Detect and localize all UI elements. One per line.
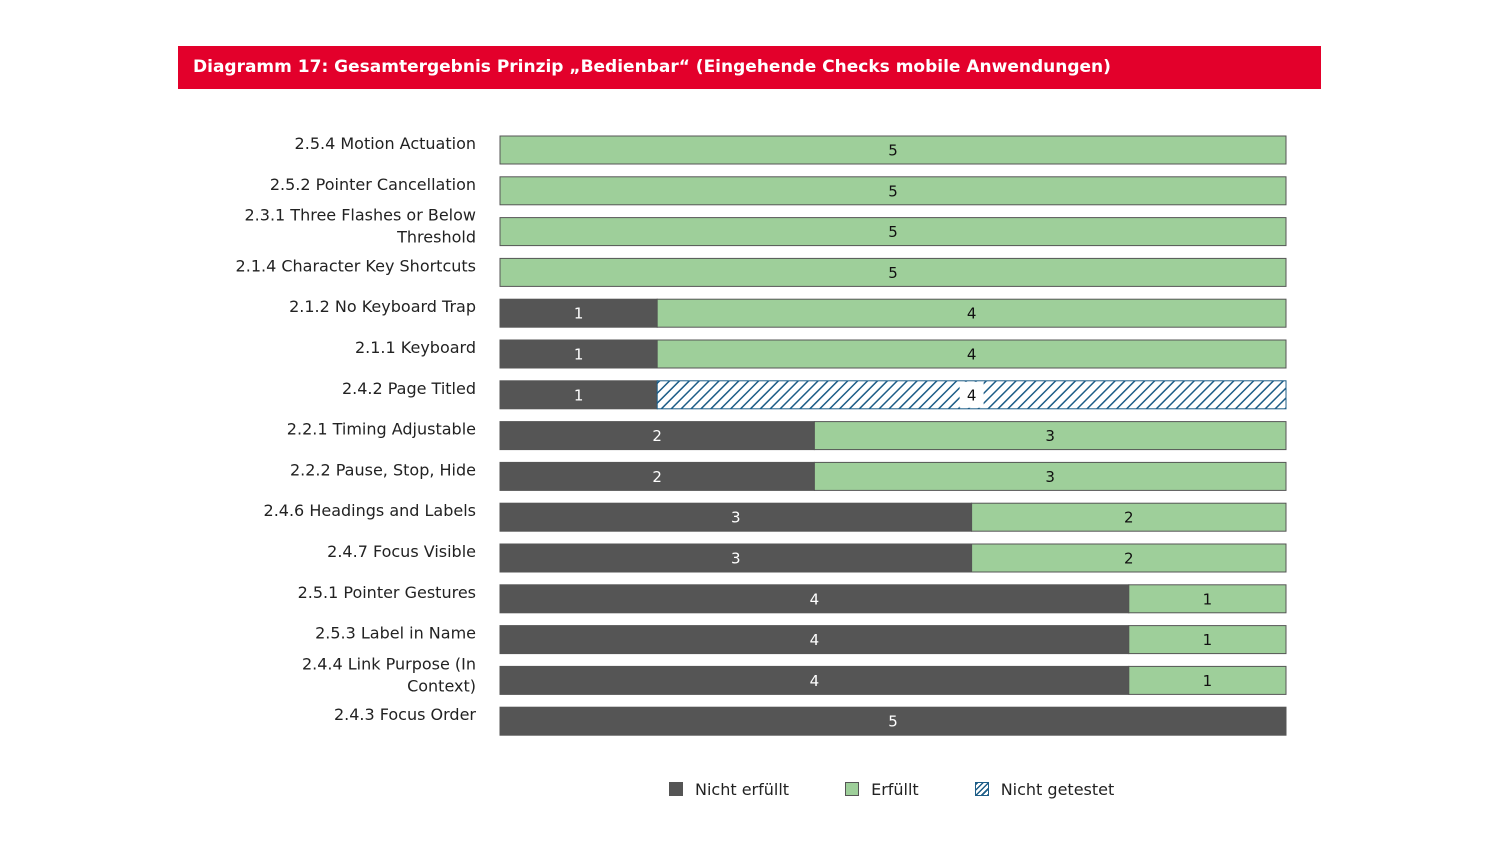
legend-swatch-not-tested [974, 782, 989, 796]
bar-segment-not-fulfilled-2-4-3-focus-order [499, 706, 1287, 736]
category-label-2-4-6-headings-and-labels: 2.4.6 Headings and Labels [264, 501, 476, 520]
chart-title: Diagramm 17: Gesamtergebnis Prinzip „Bed… [178, 46, 1321, 89]
category-label-2-4-7-focus-visible: 2.4.7 Focus Visible [327, 542, 476, 561]
bar-segment-not-fulfilled-2-2-2-pause-stop-hide [499, 461, 815, 491]
value-label-not-fulfilled-2-5-3-label-in-name: 4 [810, 631, 820, 649]
value-label-fulfilled-2-1-4-character-key-shortcuts: 5 [888, 264, 898, 282]
value-label-fulfilled-2-5-2-pointer-cancellation: 5 [888, 182, 898, 200]
bar-segment-fulfilled-2-5-2-pointer-cancellation [499, 176, 1287, 206]
legend-item-not-tested: Nicht getestet [974, 779, 1115, 799]
legend-swatch-not-fulfilled [669, 782, 683, 796]
legend-swatch-fulfilled [845, 782, 860, 796]
bar-segment-not-fulfilled-2-2-1-timing-adjustable [499, 421, 815, 451]
value-label-fulfilled-2-5-1-pointer-gestures: 1 [1203, 590, 1213, 608]
category-label-2-5-3-label-in-name: 2.5.3 Label in Name [315, 624, 476, 643]
legend-label-not-tested: Nicht getestet [1000, 779, 1115, 799]
bar-segment-fulfilled-2-5-4-motion-actuation [499, 135, 1287, 165]
value-label-fulfilled-2-1-2-no-keyboard-trap: 4 [967, 305, 977, 323]
value-label-not-fulfilled-2-4-3-focus-order: 5 [888, 713, 898, 731]
category-label-2-2-1-timing-adjustable: 2.2.1 Timing Adjustable [287, 420, 476, 439]
value-label-fulfilled-2-2-1-timing-adjustable: 3 [1045, 427, 1055, 445]
bar-segment-not-fulfilled-2-4-4-link-purpose-in-context [499, 665, 1130, 695]
category-label-2-5-2-pointer-cancellation: 2.5.2 Pointer Cancellation [270, 175, 476, 194]
value-label-not-fulfilled-2-4-7-focus-visible: 3 [731, 550, 741, 568]
value-label-not-fulfilled-2-2-1-timing-adjustable: 2 [652, 427, 662, 445]
category-label-2-4-3-focus-order: 2.4.3 Focus Order [334, 705, 476, 724]
bar-segment-fulfilled-2-1-2-no-keyboard-trap [656, 298, 1287, 328]
category-label-2-5-1-pointer-gestures: 2.5.1 Pointer Gestures [298, 583, 476, 602]
bar-segment-not-fulfilled-2-5-1-pointer-gestures [499, 584, 1130, 614]
bar-segment-fulfilled-2-3-1-three-flashes-or-below-threshold [499, 217, 1287, 247]
value-label-not-fulfilled-2-5-1-pointer-gestures: 4 [810, 590, 820, 608]
bar-segment-not-fulfilled-2-5-3-label-in-name [499, 625, 1130, 655]
category-label-2-4-2-page-titled: 2.4.2 Page Titled [342, 379, 476, 398]
value-label-fulfilled-2-3-1-three-flashes-or-below-threshold: 5 [888, 223, 898, 241]
bar-segment-fulfilled-2-1-1-keyboard [656, 339, 1287, 369]
value-label-not-tested-2-4-2-page-titled: 4 [967, 386, 977, 404]
value-label-not-fulfilled-2-4-4-link-purpose-in-context: 4 [810, 672, 820, 690]
legend-label-not-fulfilled: Nicht erfüllt [695, 779, 790, 799]
legend: Nicht erfüllt Erfüllt Nicht getestet [669, 776, 1114, 802]
category-label-2-1-2-no-keyboard-trap: 2.1.2 No Keyboard Trap [289, 297, 476, 316]
value-label-fulfilled-2-4-4-link-purpose-in-context: 1 [1203, 672, 1213, 690]
bar-segment-not-fulfilled-2-4-6-headings-and-labels [499, 502, 973, 532]
value-label-not-fulfilled-2-4-6-headings-and-labels: 3 [731, 509, 741, 527]
legend-item-fulfilled: Erfüllt [845, 780, 919, 799]
category-label-2-1-4-character-key-shortcuts: 2.1.4 Character Key Shortcuts [236, 256, 476, 275]
bar-segment-fulfilled-2-4-4-link-purpose-in-context [1128, 665, 1287, 695]
bar-segment-fulfilled-2-4-7-focus-visible [971, 543, 1287, 573]
bar-segment-fulfilled-2-5-1-pointer-gestures [1128, 584, 1287, 614]
bars-layer: 2.5.4 Motion Actuation 5 2.5.2 Pointer Can… [236, 134, 1287, 736]
bar-segment-not-fulfilled-2-1-2-no-keyboard-trap [499, 298, 658, 328]
bar-segment-not-fulfilled-2-4-2-page-titled [499, 380, 658, 410]
value-label-not-fulfilled-2-4-2-page-titled: 1 [574, 386, 584, 404]
value-label-fulfilled-2-5-4-motion-actuation: 5 [888, 142, 898, 160]
value-label-fulfilled-2-4-6-headings-and-labels: 2 [1124, 509, 1134, 527]
category-label-2-1-1-keyboard: 2.1.1 Keyboard [355, 338, 476, 357]
value-label-fulfilled-2-2-2-pause-stop-hide: 3 [1045, 468, 1055, 486]
legend-label-fulfilled: Erfüllt [871, 779, 919, 799]
value-label-not-fulfilled-2-1-2-no-keyboard-trap: 1 [574, 305, 584, 323]
bar-segment-fulfilled-2-1-4-character-key-shortcuts [499, 257, 1287, 287]
bar-segment-fulfilled-2-4-6-headings-and-labels [971, 502, 1287, 532]
value-label-background [959, 381, 984, 408]
value-label-fulfilled-2-5-3-label-in-name: 1 [1203, 631, 1213, 649]
bar-segment-fulfilled-2-2-1-timing-adjustable [813, 421, 1287, 451]
bar-segment-fulfilled-2-2-2-pause-stop-hide [813, 461, 1287, 491]
category-label-2-5-4-motion-actuation: 2.5.4 Motion Actuation [295, 134, 476, 153]
legend-item-not-fulfilled: Nicht erfüllt [669, 780, 789, 799]
value-label-fulfilled-2-1-1-keyboard: 4 [967, 346, 977, 364]
category-label-2-4-4-link-purpose-in-context: 2.4.4 Link Purpose (In Context) [302, 654, 476, 695]
value-label-not-fulfilled-2-2-2-pause-stop-hide: 2 [652, 468, 662, 486]
value-label-fulfilled-2-4-7-focus-visible: 2 [1124, 550, 1134, 568]
bar-segment-not-fulfilled-2-1-1-keyboard [499, 339, 658, 369]
category-label-2-3-1-three-flashes-or-below-threshold: 2.3.1 Three Flashes or Below Threshold [245, 206, 477, 247]
bar-segment-not-fulfilled-2-4-7-focus-visible [499, 543, 973, 573]
category-label-2-2-2-pause-stop-hide: 2.2.2 Pause, Stop, Hide [290, 460, 476, 479]
bar-segment-fulfilled-2-5-3-label-in-name [1128, 625, 1287, 655]
value-label-not-fulfilled-2-1-1-keyboard: 1 [574, 346, 584, 364]
